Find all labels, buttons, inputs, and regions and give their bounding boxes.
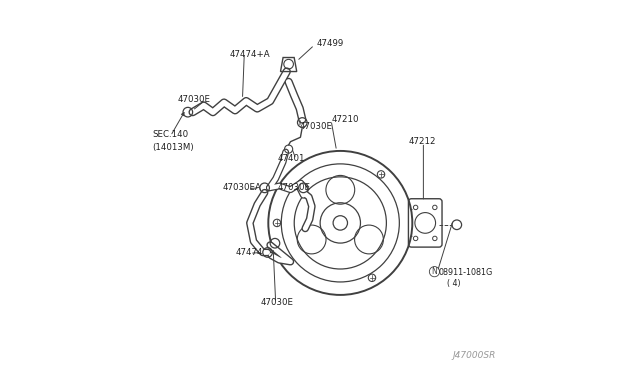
Text: ( 4): ( 4)	[447, 279, 461, 288]
Text: 47030E: 47030E	[261, 298, 294, 307]
Text: (14013M): (14013M)	[152, 143, 194, 152]
Text: 08911-1081G: 08911-1081G	[438, 268, 492, 277]
Text: 47030EA: 47030EA	[222, 183, 261, 192]
Text: 47030E: 47030E	[300, 122, 333, 131]
Text: 47474: 47474	[235, 248, 262, 257]
Text: 47030E: 47030E	[278, 183, 310, 192]
Text: 47210: 47210	[331, 115, 358, 124]
Text: SEC.140: SEC.140	[152, 130, 188, 139]
Text: 47499: 47499	[316, 39, 344, 48]
Text: J47000SR: J47000SR	[452, 350, 495, 359]
Text: 47212: 47212	[408, 137, 436, 146]
Text: 47030E: 47030E	[178, 95, 211, 104]
Text: N: N	[431, 267, 437, 276]
Text: 47474+A: 47474+A	[230, 51, 270, 60]
Text: 47401: 47401	[278, 154, 305, 163]
